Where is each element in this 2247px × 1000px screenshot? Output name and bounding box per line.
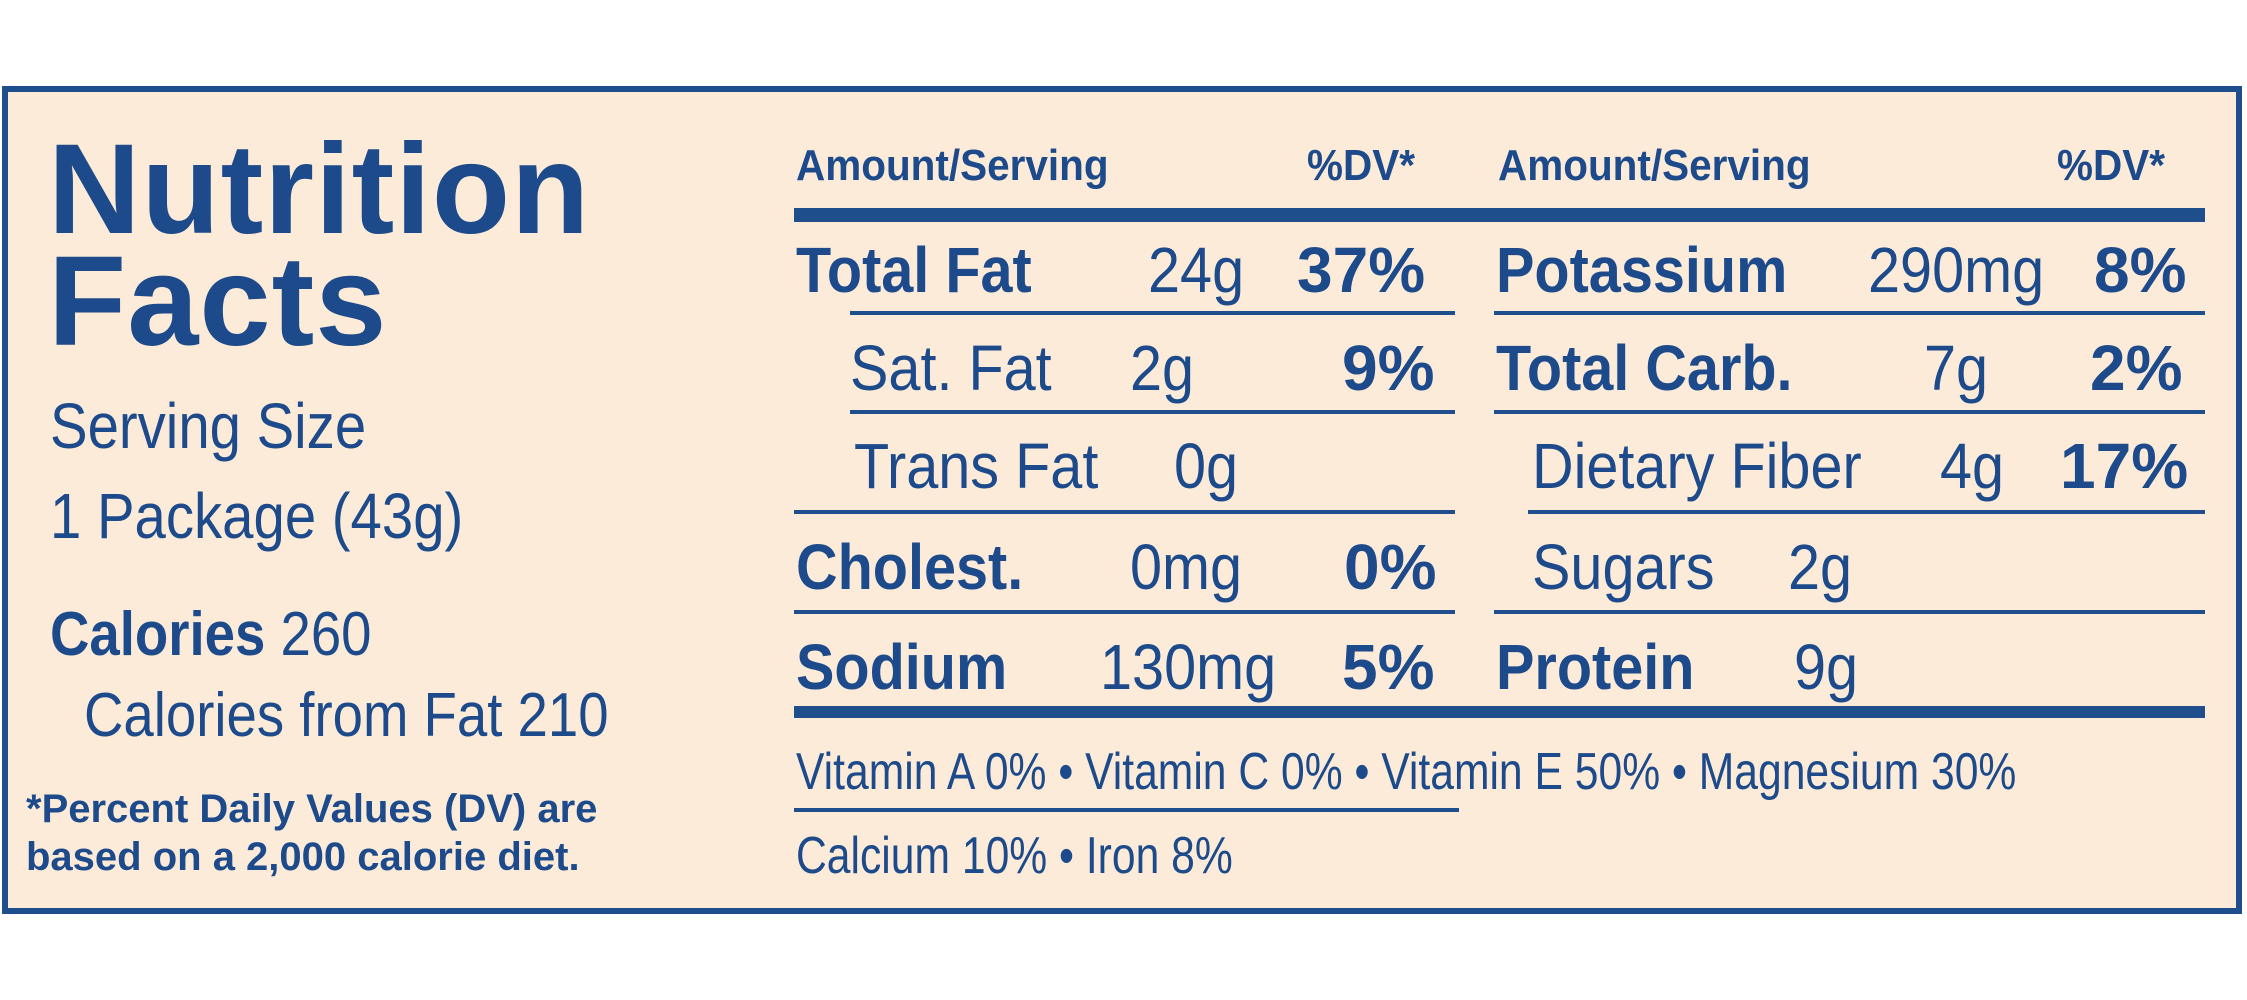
- rule-left-1: [850, 311, 1455, 315]
- footnote-line1: *Percent Daily Values (DV) are: [26, 787, 598, 831]
- rule-right-1: [1494, 311, 2205, 315]
- sodium-label: Sodium: [796, 631, 1008, 703]
- serving-size-value: 1 Package (43g): [50, 480, 464, 552]
- potassium-label: Potassium: [1496, 234, 1788, 306]
- cholesterol-dv: 0%: [1344, 531, 1437, 603]
- sat-fat-amount: 2g: [1130, 332, 1195, 404]
- protein-label: Protein: [1496, 631, 1695, 703]
- dietary-fiber-dv: 17%: [2060, 430, 2189, 502]
- rule-left-2: [850, 410, 1455, 414]
- total-fat-dv: 37%: [1297, 234, 1426, 306]
- vitamin-rule: [794, 808, 1459, 812]
- protein-amount: 9g: [1794, 631, 1859, 703]
- dietary-fiber-amount: 4g: [1940, 430, 2005, 502]
- total-carb-amount: 7g: [1924, 332, 1989, 404]
- serving-size-label: Serving Size: [50, 390, 367, 462]
- rule-left-4: [794, 610, 1455, 614]
- total-carb-label: Total Carb.: [1496, 332, 1793, 404]
- total-fat-amount: 24g: [1148, 234, 1245, 306]
- cholesterol-amount: 0mg: [1130, 531, 1243, 603]
- total-carb-dv: 2%: [2090, 332, 2183, 404]
- sugars-amount: 2g: [1788, 531, 1853, 603]
- trans-fat-amount: 0g: [1174, 430, 1239, 502]
- header-thick-rule: [794, 208, 2205, 222]
- potassium-amount: 290mg: [1868, 234, 2045, 306]
- cholesterol-label: Cholest.: [796, 531, 1024, 603]
- header-dv-left: %DV*: [1307, 141, 1415, 190]
- nutrition-facts-label: Nutrition Facts Serving Size 1 Package (…: [2, 86, 2242, 914]
- calories-label: Calories: [50, 600, 266, 669]
- vitamins-line1: Vitamin A 0% • Vitamin C 0% • Vitamin E …: [796, 743, 2017, 801]
- sat-fat-label: Sat. Fat: [850, 332, 1052, 404]
- calories-from-fat: Calories from Fat 210: [84, 681, 609, 750]
- sodium-amount: 130mg: [1100, 631, 1277, 703]
- nutrient-bottom-thick-rule: [794, 706, 2205, 718]
- footnote-line2: based on a 2,000 calorie diet.: [26, 835, 580, 879]
- header-amount-left: Amount/Serving: [796, 141, 1109, 190]
- header-amount-right: Amount/Serving: [1498, 141, 1811, 190]
- rule-right-3: [1528, 510, 2205, 514]
- dietary-fiber-label: Dietary Fiber: [1532, 430, 1862, 502]
- sat-fat-dv: 9%: [1342, 332, 1435, 404]
- rule-right-4: [1494, 610, 2205, 614]
- title-nutrition: Nutrition: [48, 118, 591, 261]
- rule-left-3: [794, 510, 1455, 514]
- rule-right-2: [1494, 410, 2205, 414]
- sodium-dv: 5%: [1342, 631, 1435, 703]
- header-dv-right: %DV*: [2057, 141, 2165, 190]
- calories-value: 260: [280, 600, 372, 669]
- vitamins-line2: Calcium 10% • Iron 8%: [796, 827, 1233, 885]
- calories: Calories 260: [50, 604, 372, 666]
- sugars-label: Sugars: [1532, 531, 1715, 603]
- total-fat-label: Total Fat: [796, 234, 1032, 306]
- trans-fat-label: Trans Fat: [854, 430, 1099, 502]
- potassium-dv: 8%: [2094, 234, 2187, 306]
- title-facts: Facts: [48, 230, 388, 373]
